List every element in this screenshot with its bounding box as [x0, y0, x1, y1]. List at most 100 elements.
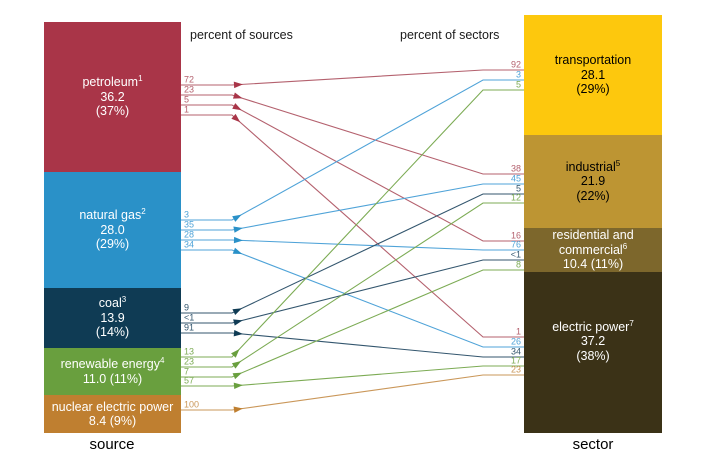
box-share: (29%) [95, 237, 130, 252]
flow-line-petroleum-to-transportation [181, 69, 524, 86]
flow-line-natural-gas-to-electric-power [181, 249, 524, 348]
flow-arrowhead [231, 360, 242, 369]
sector-box-industrial: industrial5 21.9 (22%) [524, 135, 662, 228]
percent-of-source-label: <1 [184, 313, 194, 323]
percent-of-source-label: 1 [184, 105, 189, 115]
flow-line-natural-gas-to-residential-commercial [181, 239, 524, 251]
source-box-renewable-energy: renewable energy4 11.0 (11%) [44, 348, 181, 395]
percent-of-source-label: 23 [184, 85, 194, 95]
flow-arrowhead [233, 382, 243, 390]
percent-of-sector-label: 1 [516, 327, 521, 337]
percent-of-sector-label: 92 [511, 60, 521, 70]
percent-of-source-label: 9 [184, 303, 189, 313]
box-value: 11.0 (11%) [82, 371, 143, 386]
percent-of-source-label: 28 [184, 230, 194, 240]
box-label: natural gas2 [79, 207, 146, 223]
percent-of-source-label: 23 [184, 357, 194, 367]
box-value: 36.2 [100, 89, 125, 104]
flow-line-natural-gas-to-industrial [181, 183, 524, 231]
source-box-nuclear-electric-power: nuclear electric power 8.4 (9%) [44, 395, 181, 433]
sector-box-residential-commercial: residential and commercial6 10.4 (11%) [524, 228, 662, 272]
box-value: 8.4 (9%) [88, 414, 137, 428]
flow-line-natural-gas-to-transportation [181, 79, 524, 221]
box-share: (38%) [576, 348, 610, 363]
flow-line-renewable-energy-to-transportation [181, 89, 524, 358]
box-value: 37.2 [580, 334, 606, 349]
source-box-natural-gas: natural gas2 28.0 (29%) [44, 172, 181, 288]
flow-line-coal-to-residential-commercial [181, 259, 524, 324]
flow-line-petroleum-to-industrial [181, 94, 524, 175]
percent-of-sources-header: percent of sources [190, 28, 293, 42]
percent-of-sector-label: 76 [511, 240, 521, 250]
flow-arrowhead [233, 330, 243, 337]
flow-line-nuclear-electric-power-to-electric-power [181, 374, 524, 411]
percent-of-source-label: 91 [184, 323, 194, 333]
percent-of-sector-label: 12 [511, 193, 521, 203]
box-share: (37%) [95, 104, 130, 119]
flow-arrowhead [233, 226, 243, 233]
flow-line-renewable-energy-to-residential-commercial [181, 269, 524, 378]
box-value: 28.0 [100, 222, 125, 237]
percent-of-sector-label: 45 [511, 174, 521, 184]
box-label: coal3 [98, 295, 127, 311]
box-value: 13.9 [100, 310, 125, 325]
percent-of-sector-label: 5 [516, 184, 521, 194]
box-label: nuclear electric power [51, 399, 174, 414]
box-label: petroleum1 [82, 74, 143, 90]
box-label: industrial5 [565, 158, 621, 174]
flow-arrowhead [232, 308, 242, 316]
percent-of-source-label: 34 [184, 240, 194, 250]
source-box-petroleum: petroleum1 36.2 (37%) [44, 22, 181, 172]
percent-of-sector-label: 38 [511, 164, 521, 174]
percent-of-source-label: 7 [184, 367, 189, 377]
flow-arrowhead [233, 81, 243, 89]
flow-line-coal-to-electric-power [181, 332, 524, 358]
percent-of-sector-label: 26 [511, 337, 521, 347]
source-axis-label: source [89, 436, 135, 453]
box-share: (22%) [576, 188, 610, 203]
flow-arrowhead [232, 103, 242, 111]
box-label: electric power7 [552, 318, 634, 334]
sector-box-electric-power: electric power7 37.2 (38%) [524, 272, 662, 433]
flow-arrowhead [232, 372, 243, 380]
percent-of-source-label: 72 [184, 75, 194, 85]
percent-of-sector-label: 3 [516, 70, 521, 80]
box-label: renewable energy4 [60, 355, 165, 371]
box-share: (29%) [576, 82, 610, 97]
flow-arrowhead [233, 236, 243, 244]
flow-arrowhead [231, 113, 241, 123]
flow-arrowhead [232, 92, 243, 99]
source-box-coal: coal3 13.9 (14%) [44, 288, 181, 348]
box-value: 21.9 [580, 174, 606, 189]
flow-line-renewable-energy-to-electric-power [181, 365, 524, 387]
percent-of-sector-label: 34 [511, 347, 521, 357]
box-label: transportation [554, 53, 632, 68]
box-label: residential and [552, 228, 634, 243]
flow-arrowhead [231, 348, 240, 358]
flow-arrowhead [233, 406, 243, 413]
box-value: 10.4 (11%) [562, 257, 624, 272]
flow-arrowhead [233, 319, 243, 326]
flow-arrowhead [232, 214, 242, 222]
box-label: commercial6 [558, 241, 628, 257]
box-share: (14%) [95, 325, 130, 340]
percent-of-sector-label: 8 [516, 260, 521, 270]
percent-of-sectors-header: percent of sectors [400, 28, 500, 42]
flow-line-petroleum-to-residential-commercial [181, 104, 524, 242]
sector-axis-label: sector [572, 436, 614, 453]
flow-line-coal-to-industrial [181, 193, 524, 314]
flow-line-renewable-energy-to-industrial [181, 202, 524, 368]
percent-of-source-label: 35 [184, 220, 194, 230]
percent-of-source-label: 57 [184, 376, 194, 386]
percent-of-source-label: 13 [184, 347, 194, 357]
sector-box-transportation: transportation 28.1 (29%) [524, 15, 662, 135]
percent-of-sector-label: 23 [511, 365, 521, 375]
percent-of-sector-label: 5 [516, 80, 521, 90]
percent-of-source-label: 3 [184, 210, 189, 220]
flow-arrowhead [232, 247, 243, 254]
flow-line-petroleum-to-electric-power [181, 114, 524, 338]
percent-of-sector-label: 16 [511, 231, 521, 241]
percent-of-sector-label: <1 [511, 250, 521, 260]
